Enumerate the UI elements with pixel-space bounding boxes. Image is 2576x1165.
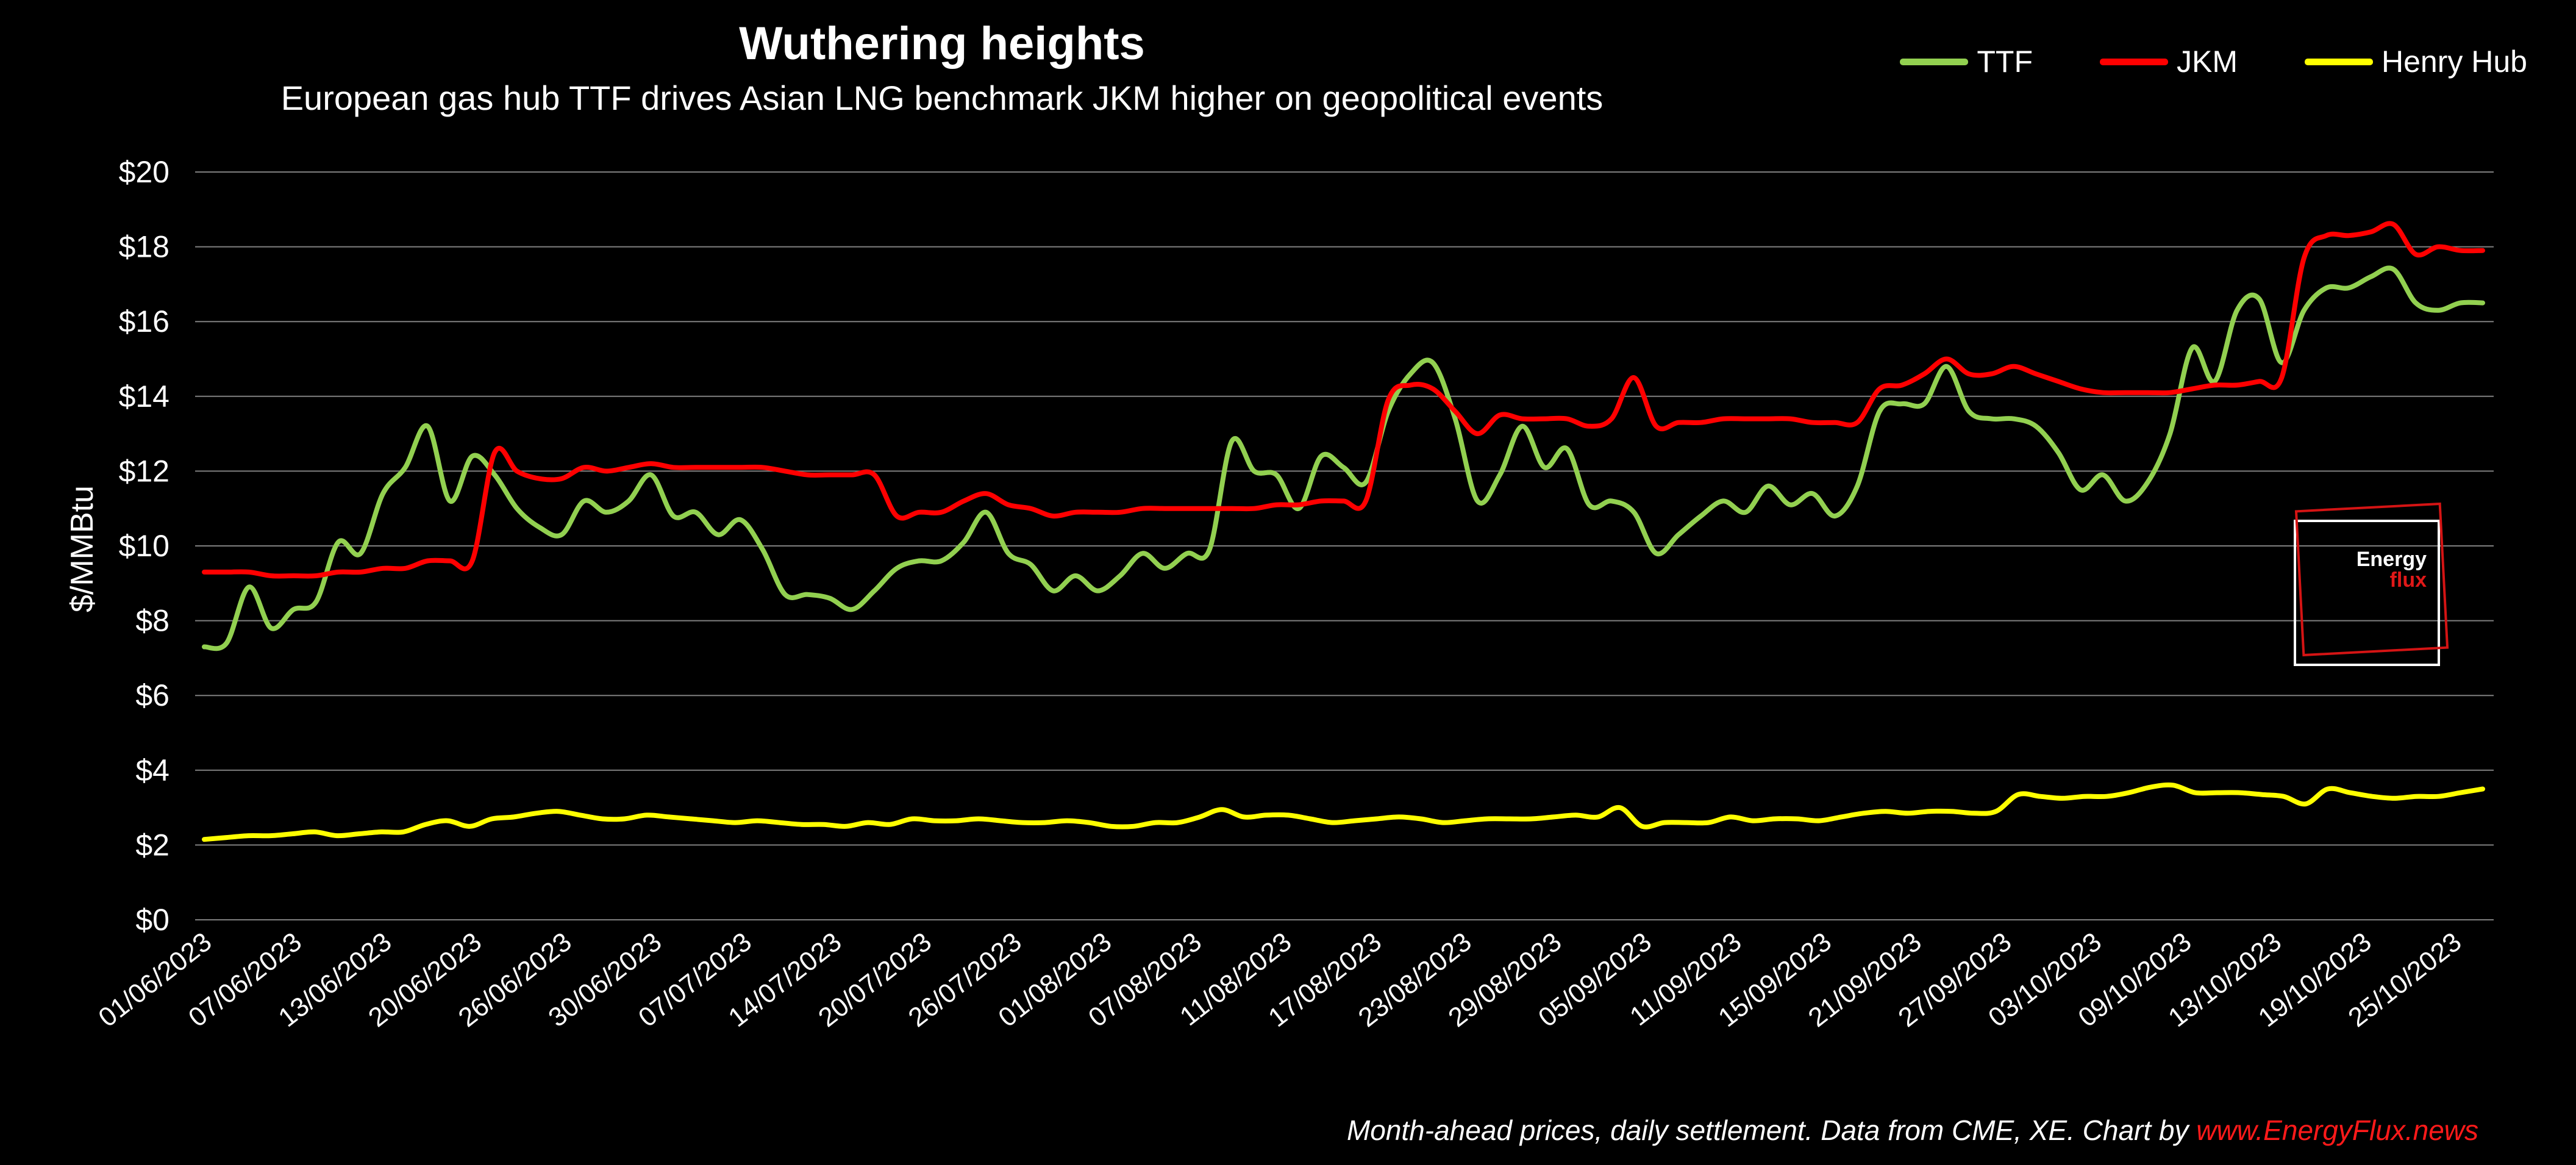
source-note: Month-ahead prices, daily settlement. Da… (1347, 1114, 2478, 1147)
legend-swatch-henry-hub (2305, 58, 2373, 65)
legend: TTF JKM Henry Hub (1900, 44, 2527, 79)
y-tick-label: $4 (135, 753, 169, 787)
series-line-henry-hub (202, 782, 2485, 842)
series-line-jkm (202, 221, 2485, 579)
logo-text-energy: Energy (2356, 548, 2427, 571)
legend-item-henry-hub: Henry Hub (2305, 44, 2527, 79)
source-text: Month-ahead prices, daily settlement. Da… (1346, 1114, 2189, 1146)
legend-label-henry-hub: Henry Hub (2382, 45, 2527, 79)
legend-item-ttf: TTF (1900, 44, 2033, 79)
energyflux-logo: Energy flux (2294, 502, 2449, 668)
y-tick-label: $8 (135, 604, 169, 638)
chart-subtitle: European gas hub TTF drives Asian LNG be… (280, 79, 1604, 117)
y-axis-ticks: $0 $2 $4 $6 $8 $10 $12 $14 $16 $18 $20 (119, 155, 169, 937)
legend-label-jkm: JKM (2177, 45, 2238, 79)
y-tick-label: $18 (119, 230, 169, 264)
source-link[interactable]: www.EnergyFlux.news (2196, 1114, 2478, 1146)
logo-text-flux: flux (2389, 568, 2427, 592)
y-axis-label: $/MMBtu (65, 486, 100, 612)
legend-item-jkm: JKM (2100, 44, 2238, 79)
y-tick-label: $20 (119, 155, 169, 189)
grid-lines (195, 171, 2494, 920)
y-tick-label: $6 (135, 678, 169, 712)
y-tick-label: $10 (119, 529, 169, 563)
chart-title: Wuthering heights (739, 18, 1145, 70)
y-tick-label: $12 (119, 454, 169, 488)
y-tick-label: $14 (119, 379, 169, 414)
series-line-ttf (202, 265, 2485, 651)
logo-frame-white (2294, 520, 2440, 666)
series-lines (202, 221, 2485, 842)
y-tick-label: $0 (135, 903, 169, 937)
legend-label-ttf: TTF (1977, 45, 2033, 79)
y-tick-label: $2 (135, 828, 169, 862)
y-tick-label: $16 (119, 304, 169, 339)
x-axis-ticks: 01/06/202307/06/202313/06/202320/06/2023… (93, 927, 2467, 1033)
legend-swatch-jkm (2100, 58, 2168, 65)
legend-swatch-ttf (1900, 58, 1969, 65)
